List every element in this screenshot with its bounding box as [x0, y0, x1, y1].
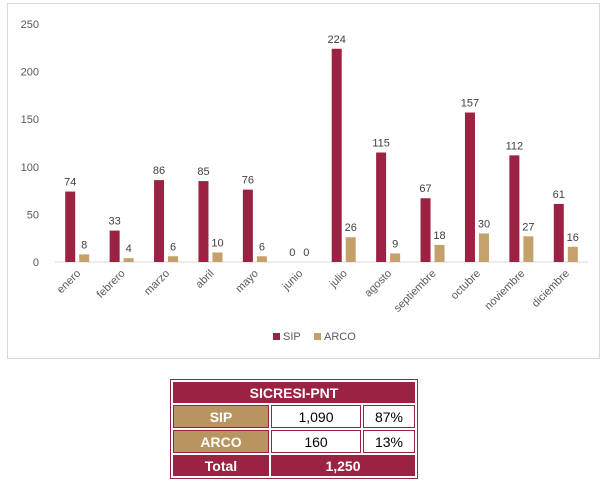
- legend: SIP ARCO: [273, 331, 356, 343]
- data-label-arco-junio: 0: [303, 247, 309, 259]
- total-value: 1,250: [271, 455, 415, 476]
- bar-arco-septiembre: [434, 244, 445, 262]
- x-tick-label-julio: julio: [327, 268, 350, 291]
- data-label-sip-marzo: 86: [153, 165, 165, 177]
- summary-table: SICRESI-PNT SIP 1,090 87% ARCO 160 13% T…: [170, 379, 418, 479]
- x-axis: enero febrero marzo abril mayo junio julio agos…: [55, 268, 572, 315]
- row-pct-sip: 87%: [363, 405, 415, 428]
- row-pct-arco: 13%: [363, 430, 415, 453]
- bar-sip-noviembre: [509, 155, 520, 262]
- y-tick-label: 150: [21, 114, 39, 126]
- bar-sip-marzo: [154, 180, 165, 262]
- data-label-arco-agosto: 9: [392, 238, 398, 250]
- bar-sip-agosto: [376, 152, 387, 262]
- x-tick-label-mayo: mayo: [233, 268, 261, 296]
- bar-sip-octubre: [464, 112, 475, 262]
- data-label-arco-marzo: 6: [170, 241, 176, 253]
- data-label-arco-septiembre: 18: [433, 230, 445, 242]
- y-tick-label: 100: [21, 162, 39, 174]
- bar-sip-febrero: [109, 230, 120, 262]
- bar-arco-febrero: [123, 258, 134, 262]
- bar-sip-enero: [65, 191, 76, 262]
- data-label-arco-abril: 10: [211, 237, 223, 249]
- bar-arco-agosto: [390, 253, 401, 262]
- y-axis: 0 50 100 150 200 250: [21, 19, 39, 269]
- table-total-row: Total 1,250: [173, 455, 415, 476]
- y-tick-label: 0: [33, 257, 39, 269]
- total-label: Total: [173, 455, 269, 476]
- bar-sip-mayo: [242, 189, 253, 262]
- data-labels: 74 8 33 4 86 6 85 10 76 6 0 0 224 26 115 9 67 18 157 30 112 2…: [64, 34, 579, 259]
- x-tick-label-abril: abril: [193, 268, 216, 291]
- bar-arco-julio: [345, 237, 356, 262]
- data-label-sip-julio: 224: [328, 34, 346, 46]
- data-label-arco-octubre: 30: [478, 218, 490, 230]
- data-label-sip-septiembre: 67: [419, 183, 431, 195]
- table-title: SICRESI-PNT: [173, 382, 415, 403]
- bar-arco-octubre: [478, 233, 489, 262]
- data-label-sip-febrero: 33: [109, 216, 121, 228]
- y-tick-label: 250: [21, 19, 39, 31]
- bar-arco-enero: [79, 254, 90, 262]
- data-label-sip-junio: 0: [289, 247, 295, 259]
- data-label-arco-febrero: 4: [126, 243, 132, 255]
- row-value-arco: 160: [271, 430, 361, 453]
- x-tick-label-diciembre: diciembre: [530, 268, 572, 310]
- table-row: SIP 1,090 87%: [173, 405, 415, 428]
- x-tick-label-enero: enero: [55, 268, 83, 296]
- data-label-sip-noviembre: 112: [506, 140, 524, 152]
- chart-area: 0 50 100 150 200 250 74 8 33 4 86 6 85 10 76 6 0 0 224 26 1…: [7, 3, 600, 359]
- x-tick-label-marzo: marzo: [142, 268, 172, 298]
- legend-label-sip: SIP: [283, 331, 301, 343]
- bar-sip-septiembre: [420, 198, 431, 262]
- row-value-sip: 1,090: [271, 405, 361, 428]
- x-tick-label-junio: junio: [280, 268, 306, 294]
- legend-swatch-arco: [314, 333, 321, 340]
- bar-sip-abril: [198, 181, 209, 262]
- bar-arco-diciembre: [567, 246, 578, 262]
- table-row: ARCO 160 13%: [173, 430, 415, 453]
- data-label-sip-diciembre: 61: [553, 189, 565, 201]
- x-tick-label-febrero: febrero: [95, 268, 128, 301]
- bar-sip-julio: [331, 48, 342, 262]
- bar-arco-marzo: [168, 256, 179, 262]
- legend-label-arco: ARCO: [324, 331, 356, 343]
- data-label-sip-enero: 74: [64, 177, 76, 189]
- data-label-sip-octubre: 157: [461, 98, 479, 110]
- data-label-arco-julio: 26: [345, 222, 357, 234]
- bar-arco-abril: [212, 252, 223, 262]
- row-label-arco: ARCO: [173, 430, 269, 453]
- bar-arco-mayo: [256, 256, 267, 262]
- data-label-sip-mayo: 76: [242, 175, 254, 187]
- bar-arco-noviembre: [523, 236, 534, 262]
- legend-swatch-sip: [273, 333, 280, 340]
- data-label-arco-diciembre: 16: [567, 232, 579, 244]
- bar-sip-diciembre: [553, 203, 564, 262]
- data-label-arco-mayo: 6: [259, 241, 265, 253]
- bars: [65, 48, 578, 262]
- x-tick-label-septiembre: septiembre: [392, 268, 439, 315]
- x-tick-label-octubre: octubre: [449, 268, 483, 302]
- row-label-sip: SIP: [173, 405, 269, 428]
- data-label-arco-enero: 8: [81, 239, 87, 251]
- data-label-sip-abril: 85: [197, 166, 209, 178]
- y-tick-label: 200: [21, 67, 39, 79]
- data-label-arco-noviembre: 27: [522, 221, 534, 233]
- table-header-row: SICRESI-PNT: [173, 382, 415, 403]
- x-tick-label-agosto: agosto: [362, 268, 394, 300]
- x-tick-label-noviembre: noviembre: [483, 268, 528, 313]
- y-tick-label: 50: [27, 209, 39, 221]
- data-label-sip-agosto: 115: [372, 138, 390, 150]
